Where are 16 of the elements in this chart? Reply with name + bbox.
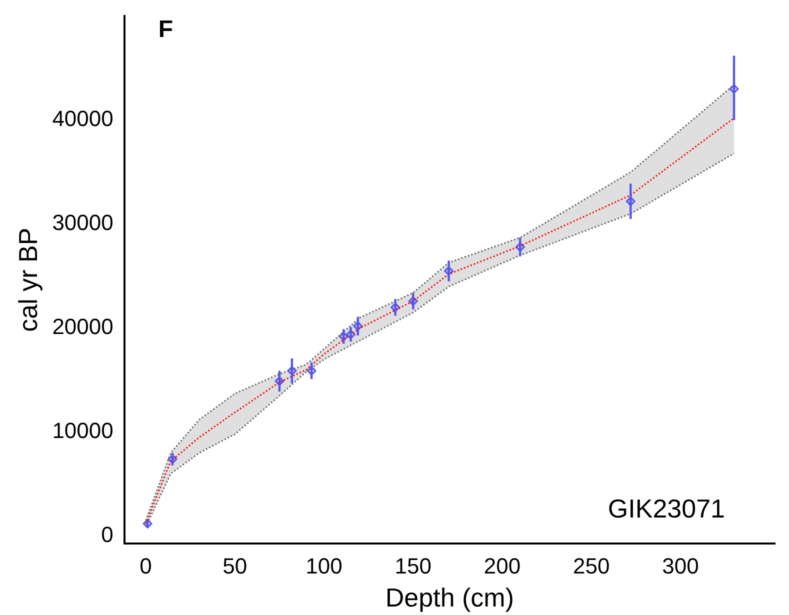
x-tick-label: 100 <box>306 554 342 579</box>
x-tick-label: 150 <box>394 554 432 579</box>
x-tick-label: 200 <box>484 554 521 579</box>
annotation: GIK23071 <box>608 494 725 524</box>
y-tick-label: 20000 <box>52 314 114 340</box>
x-tick-label: 300 <box>662 554 699 579</box>
x-tick-label: 0 <box>140 554 152 579</box>
annotation: F <box>158 16 174 43</box>
x-axis-title: Depth (cm) <box>385 582 514 613</box>
y-axis-title: cal yr BP <box>12 228 43 332</box>
x-tick-label: 250 <box>573 554 610 579</box>
y-tick-label: 0 <box>101 522 114 548</box>
x-tick-label: 50 <box>222 554 248 579</box>
y-tick-label: 30000 <box>52 210 114 236</box>
y-tick-label: 10000 <box>52 418 114 444</box>
y-tick-label: 40000 <box>52 106 114 132</box>
